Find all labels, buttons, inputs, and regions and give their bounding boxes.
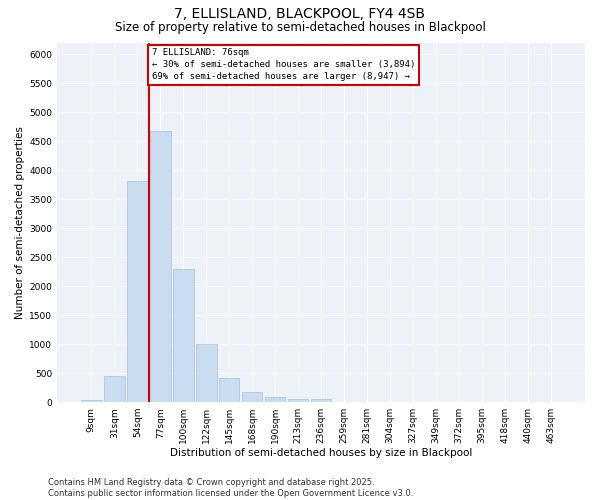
Bar <box>196 344 217 402</box>
Bar <box>311 399 331 402</box>
Y-axis label: Number of semi-detached properties: Number of semi-detached properties <box>15 126 25 318</box>
Bar <box>288 398 308 402</box>
X-axis label: Distribution of semi-detached houses by size in Blackpool: Distribution of semi-detached houses by … <box>170 448 472 458</box>
Bar <box>104 376 125 402</box>
Bar <box>242 392 262 402</box>
Text: Size of property relative to semi-detached houses in Blackpool: Size of property relative to semi-detach… <box>115 21 485 34</box>
Bar <box>265 397 286 402</box>
Bar <box>173 268 194 402</box>
Bar <box>81 400 101 402</box>
Bar <box>219 378 239 402</box>
Text: 7, ELLISLAND, BLACKPOOL, FY4 4SB: 7, ELLISLAND, BLACKPOOL, FY4 4SB <box>175 8 425 22</box>
Bar <box>127 180 148 402</box>
Bar <box>150 130 170 402</box>
Text: Contains HM Land Registry data © Crown copyright and database right 2025.
Contai: Contains HM Land Registry data © Crown c… <box>48 478 413 498</box>
Text: 7 ELLISLAND: 76sqm
← 30% of semi-detached houses are smaller (3,894)
69% of semi: 7 ELLISLAND: 76sqm ← 30% of semi-detache… <box>152 48 415 81</box>
